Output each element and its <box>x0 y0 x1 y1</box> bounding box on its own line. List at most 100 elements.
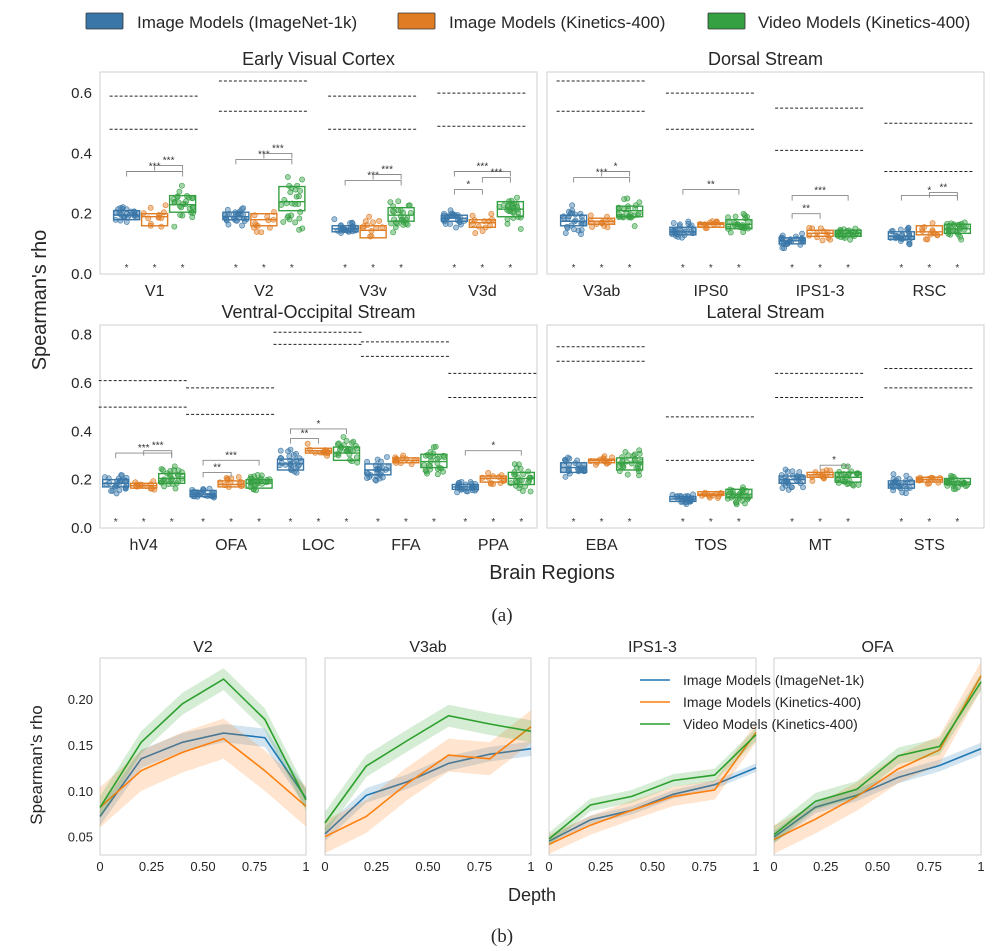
confidence-band-video-models-kinetics-400 <box>549 728 756 846</box>
x-tick-label-mt: MT <box>809 537 832 554</box>
data-point <box>458 478 465 485</box>
data-point <box>569 202 576 209</box>
significance-star: * <box>262 263 266 274</box>
data-point <box>511 461 518 468</box>
x-tick-label: 0 <box>321 859 328 874</box>
significance-label: ** <box>939 183 947 194</box>
x-tick-label: 0.75 <box>692 859 717 874</box>
data-point <box>509 209 516 216</box>
x-tick-label: 0.50 <box>190 859 215 874</box>
significance-star: * <box>480 263 484 274</box>
data-point <box>632 202 639 209</box>
data-point <box>636 460 643 467</box>
box-v3v-image-models-kinetics-400 <box>359 225 387 239</box>
x-tick-label: 0.25 <box>364 859 389 874</box>
significance-star: * <box>153 263 157 274</box>
data-point <box>254 472 261 478</box>
data-point <box>562 473 569 480</box>
significance-bracket <box>235 158 293 165</box>
data-point <box>397 207 404 214</box>
data-point <box>472 230 479 236</box>
data-point <box>950 486 957 492</box>
data-point <box>171 223 178 230</box>
data-point <box>189 195 196 202</box>
data-point <box>296 226 303 233</box>
x-tick-label: 0.25 <box>139 859 164 874</box>
significance-star: * <box>572 263 576 274</box>
data-point <box>374 456 381 463</box>
data-point <box>183 198 189 205</box>
plot-area <box>99 324 538 529</box>
data-point <box>404 215 411 221</box>
panel-a-ylabel: Spearman's rho <box>29 230 51 371</box>
significance-star: * <box>628 263 632 274</box>
significance-star: * <box>289 517 293 528</box>
line-chart-ofa: OFA 0 0.25 0.50 0.75 1 <box>770 639 984 874</box>
data-point <box>488 480 494 486</box>
data-point <box>176 188 183 195</box>
data-point <box>366 213 373 220</box>
data-point <box>290 451 297 458</box>
confidence-band-image-models-imagenet-1k <box>549 763 756 846</box>
significance-label: ** <box>802 204 810 215</box>
significance-star: * <box>181 263 185 274</box>
confidence-band-video-models-kinetics-400 <box>325 704 531 834</box>
significance-star: * <box>452 263 456 274</box>
data-point <box>389 208 396 215</box>
chart-title-lateral-stream: Lateral Stream <box>706 302 824 322</box>
confidence-band-video-models-kinetics-400 <box>774 673 981 844</box>
y-tick-label: 0.4 <box>71 423 92 440</box>
data-point <box>903 490 909 497</box>
data-point <box>670 220 677 226</box>
x-tick-label: 1 <box>752 859 759 874</box>
box-chart-lateral-stream: Lateral Stream EBA * * * TOS * * * MT * * * STS * * * * <box>546 302 985 554</box>
significance-star: * <box>170 517 174 528</box>
data-point <box>296 215 303 222</box>
significance-star: * <box>463 517 467 528</box>
significance-star: * <box>142 517 146 528</box>
significance-star: * <box>737 263 741 274</box>
significance-star: * <box>600 263 604 274</box>
x-tick-label: 0 <box>545 859 552 874</box>
significance-label: *** <box>138 443 150 454</box>
significance-label: *** <box>491 168 503 179</box>
data-point <box>179 212 186 219</box>
panel-b-legend-label-kinetics-image: Image Models (Kinetics-400) <box>683 694 861 710</box>
series-line-image-models-kinetics-400 <box>99 737 307 808</box>
data-point <box>235 474 242 480</box>
series-line-video-models-kinetics-400 <box>773 681 982 836</box>
x-tick-label: 0 <box>96 859 103 874</box>
data-point <box>636 450 643 457</box>
data-point <box>299 176 305 183</box>
data-point <box>384 454 390 460</box>
significance-bracket <box>290 428 347 434</box>
x-tick-label-ffa: FFA <box>391 537 421 554</box>
data-point <box>517 226 524 232</box>
significance-bracket <box>290 438 319 444</box>
box-v3ab-video-models-kinetics-400 <box>615 205 644 218</box>
box-chart-ventral-occipital-stream: Ventral-Occipital Stream 0.0 0.2 0.4 0.6 0.8 h… <box>71 302 539 554</box>
panel-b-legend: Image Models (ImageNet-1k) Image Models … <box>640 672 864 732</box>
x-tick-label-ips1-3: IPS1-3 <box>796 283 845 300</box>
data-point <box>253 228 260 235</box>
data-point <box>159 467 166 473</box>
significance-star: * <box>229 517 233 528</box>
legend-swatch-kinetics-image <box>397 12 436 30</box>
chart-title-ventral-occipital-stream: Ventral-Occipital Stream <box>221 302 415 322</box>
significance-star: * <box>955 263 959 274</box>
significance-bracket <box>143 450 173 456</box>
significance-star: * <box>376 517 380 528</box>
data-point <box>789 468 796 475</box>
significance-bracket <box>126 171 184 177</box>
data-point <box>624 471 631 478</box>
data-point <box>364 222 371 228</box>
data-point <box>732 213 739 220</box>
plot-area <box>99 71 538 275</box>
x-tick-label-rsc: RSC <box>912 283 946 300</box>
data-point <box>117 217 124 224</box>
data-point <box>370 219 376 226</box>
significance-label: *** <box>477 161 489 172</box>
data-point <box>905 224 912 231</box>
data-point <box>373 477 379 484</box>
significance-label: * <box>832 455 836 466</box>
